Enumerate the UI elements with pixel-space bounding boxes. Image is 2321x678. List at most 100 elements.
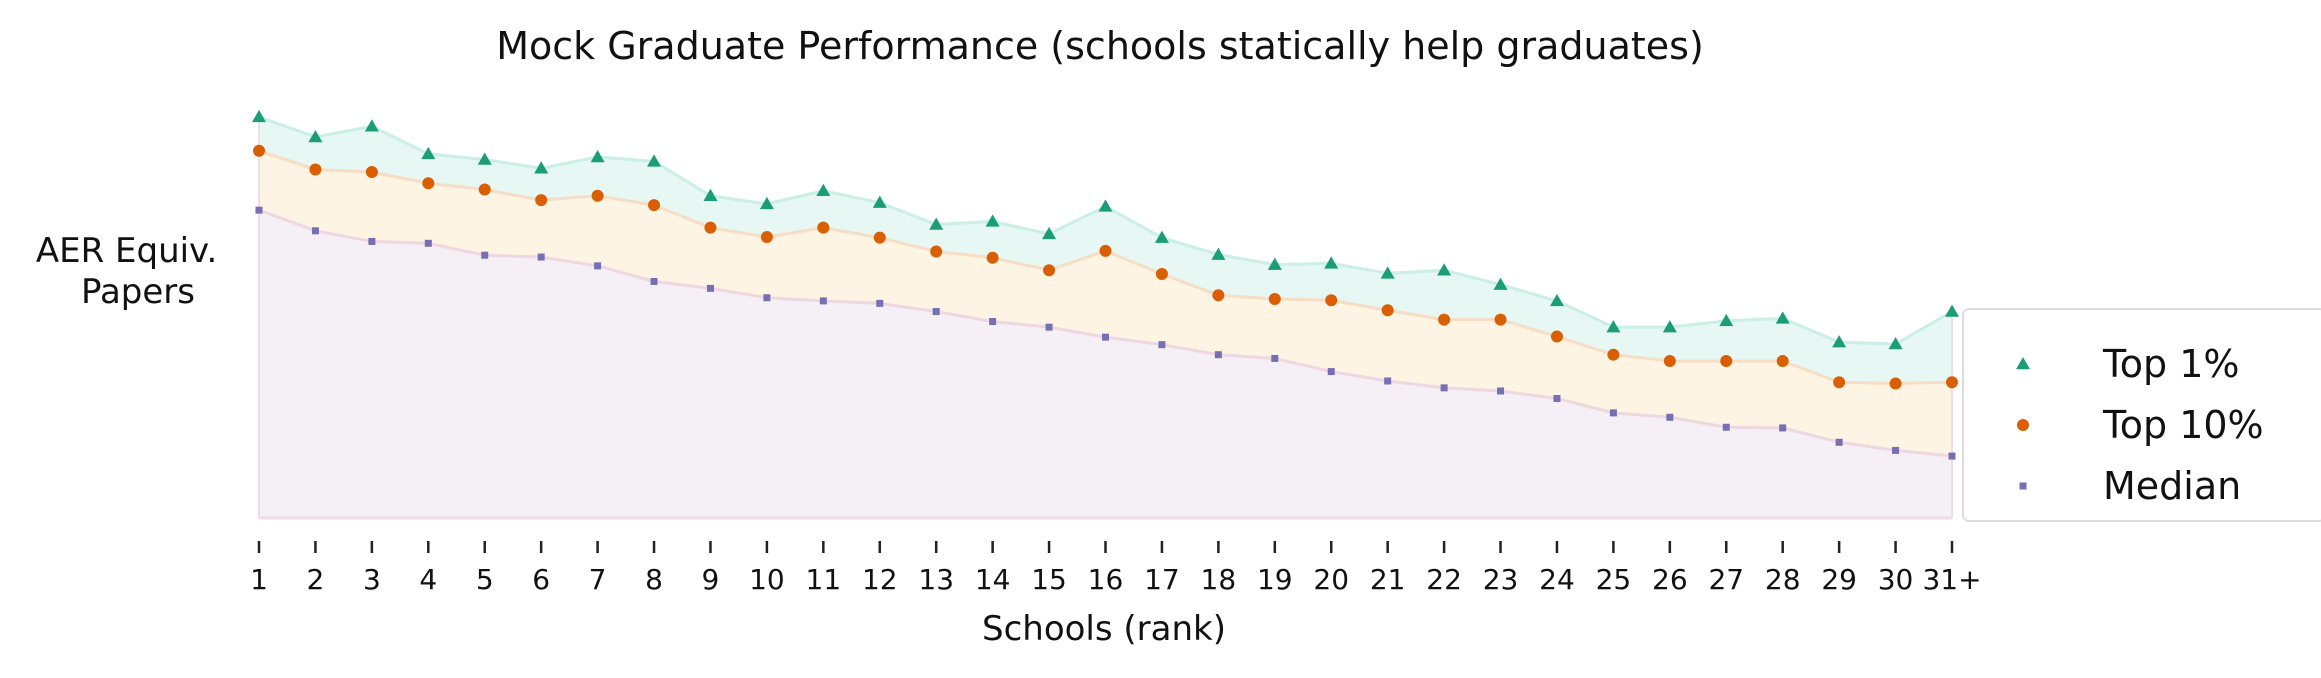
marker-triangle-1 bbox=[252, 109, 266, 123]
marker-square-10 bbox=[763, 294, 771, 302]
legend-label: Median bbox=[2103, 464, 2241, 508]
marker-square-24 bbox=[1553, 394, 1561, 402]
marker-square-7 bbox=[594, 262, 602, 270]
marker-triangle-18 bbox=[1211, 247, 1226, 260]
x-tick-label: 8 bbox=[645, 563, 663, 596]
x-tick-label: 17 bbox=[1144, 563, 1180, 596]
marker-circle-13 bbox=[930, 245, 943, 258]
marker-triangle-29 bbox=[1832, 335, 1847, 348]
legend-box bbox=[1962, 308, 2321, 522]
marker-circle-17 bbox=[1155, 267, 1168, 280]
marker-circle-27 bbox=[1720, 354, 1733, 367]
marker-square-17 bbox=[1158, 341, 1166, 349]
marker-circle-9 bbox=[704, 221, 717, 234]
legend-marker-square bbox=[2019, 482, 2027, 490]
marker-square-4 bbox=[424, 239, 432, 247]
marker-circle-22 bbox=[1438, 313, 1451, 326]
marker-square-13 bbox=[932, 308, 940, 316]
area-layers bbox=[259, 116, 1952, 518]
marker-triangle-7 bbox=[590, 149, 605, 163]
x-tick-label: 23 bbox=[1483, 563, 1519, 596]
marker-circle-20 bbox=[1325, 294, 1338, 307]
marker-circle-12 bbox=[873, 231, 886, 244]
marker-circle-23 bbox=[1494, 313, 1507, 326]
legend-label: Top 1% bbox=[2102, 342, 2240, 386]
marker-triangle-25 bbox=[1606, 320, 1621, 333]
marker-circle-6 bbox=[535, 194, 548, 207]
marker-circle-18 bbox=[1212, 289, 1225, 302]
marker-triangle-2 bbox=[308, 129, 323, 143]
marker-circle-29 bbox=[1833, 376, 1846, 389]
x-tick-label: 30 bbox=[1878, 563, 1914, 596]
marker-square-27 bbox=[1722, 423, 1730, 431]
x-tick-label: 18 bbox=[1201, 563, 1237, 596]
x-tick-label: 26 bbox=[1652, 563, 1688, 596]
x-tick-label: 4 bbox=[419, 563, 437, 596]
marker-triangle-31+ bbox=[1945, 304, 1959, 317]
x-tick-label: 5 bbox=[476, 563, 494, 596]
x-tick-label: 29 bbox=[1821, 563, 1857, 596]
marker-triangle-15 bbox=[1042, 226, 1057, 240]
legend-marker-circle bbox=[2017, 419, 2029, 431]
area-band-2 bbox=[259, 210, 1952, 518]
x-tick-label: 12 bbox=[862, 563, 898, 596]
marker-triangle-24 bbox=[1549, 293, 1564, 307]
y-axis-label-line-1: AER Equiv. bbox=[36, 231, 218, 271]
marker-triangle-23 bbox=[1493, 277, 1508, 290]
marker-triangle-17 bbox=[1154, 230, 1169, 243]
marker-square-21 bbox=[1384, 377, 1392, 385]
marker-circle-26 bbox=[1663, 354, 1676, 367]
marker-circle-3 bbox=[365, 165, 378, 178]
x-tick-label: 25 bbox=[1596, 563, 1632, 596]
marker-triangle-28 bbox=[1775, 311, 1790, 324]
marker-triangle-22 bbox=[1437, 263, 1452, 276]
x-tick-label: 13 bbox=[918, 563, 954, 596]
x-tick-label: 14 bbox=[975, 563, 1011, 596]
area-band-1 bbox=[259, 150, 1952, 457]
marker-circle-7 bbox=[591, 189, 604, 202]
marker-circle-5 bbox=[478, 183, 491, 196]
marker-triangle-12 bbox=[872, 195, 887, 208]
marker-square-2 bbox=[311, 227, 319, 235]
data-markers bbox=[252, 109, 1959, 460]
marker-triangle-8 bbox=[647, 154, 662, 167]
marker-square-20 bbox=[1327, 368, 1335, 376]
x-tick-label: 24 bbox=[1539, 563, 1575, 596]
marker-triangle-20 bbox=[1324, 256, 1339, 269]
marker-square-25 bbox=[1609, 409, 1617, 417]
x-tick-label: 22 bbox=[1426, 563, 1462, 596]
marker-square-28 bbox=[1779, 424, 1787, 432]
x-tick-label: 15 bbox=[1031, 563, 1067, 596]
marker-circle-10 bbox=[760, 231, 773, 244]
marker-triangle-10 bbox=[759, 196, 774, 210]
marker-square-11 bbox=[819, 297, 827, 305]
marker-circle-1 bbox=[253, 144, 265, 157]
marker-square-16 bbox=[1102, 333, 1109, 341]
x-tick-label: 20 bbox=[1313, 563, 1349, 596]
marker-triangle-16 bbox=[1098, 199, 1113, 212]
marker-square-29 bbox=[1835, 438, 1843, 446]
x-tick-label: 31+ bbox=[1922, 563, 1981, 596]
x-tick-label: 28 bbox=[1765, 563, 1801, 596]
x-tick-label: 19 bbox=[1257, 563, 1293, 596]
y-axis-label: AER Equiv. Papers bbox=[36, 231, 228, 312]
marker-square-12 bbox=[876, 299, 884, 307]
marker-circle-28 bbox=[1776, 354, 1789, 367]
marker-circle-16 bbox=[1099, 244, 1112, 257]
marker-circle-15 bbox=[1043, 264, 1056, 277]
marker-triangle-30 bbox=[1888, 337, 1903, 350]
x-tick-label: 6 bbox=[532, 563, 550, 596]
legend-marker-triangle bbox=[2016, 357, 2030, 370]
marker-circle-19 bbox=[1268, 293, 1281, 305]
marker-circle-21 bbox=[1381, 304, 1394, 317]
marker-square-30 bbox=[1892, 446, 1900, 454]
marker-triangle-3 bbox=[364, 119, 379, 132]
marker-triangle-14 bbox=[985, 214, 1000, 227]
marker-square-15 bbox=[1045, 323, 1053, 331]
marker-square-19 bbox=[1271, 354, 1279, 362]
x-tick-label: 21 bbox=[1370, 563, 1406, 596]
marker-square-31+ bbox=[1948, 452, 1956, 460]
marker-circle-14 bbox=[986, 251, 999, 264]
x-tick-label: 10 bbox=[749, 563, 785, 596]
marker-square-26 bbox=[1666, 413, 1674, 421]
